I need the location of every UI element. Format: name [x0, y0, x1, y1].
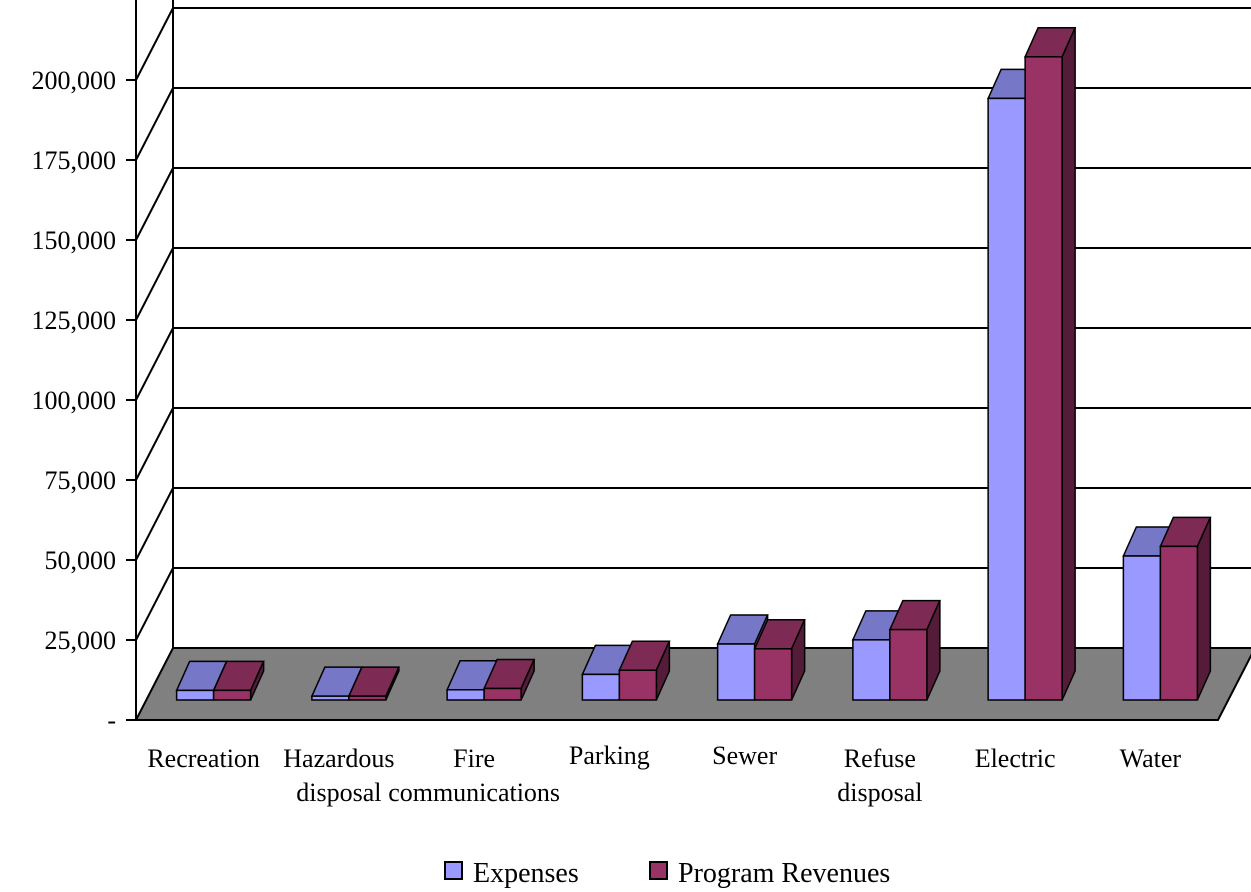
bar-front — [581, 673, 621, 701]
bar-program-revenues — [1159, 516, 1212, 701]
bar-front — [175, 689, 215, 701]
bar-program-revenues — [753, 619, 806, 701]
chart-floor — [134, 647, 1251, 721]
x-category-label: Water — [1120, 744, 1182, 773]
bar-front — [1122, 555, 1162, 701]
x-category-label: disposal — [296, 778, 381, 807]
x-category-label: Recreation — [147, 744, 260, 773]
x-axis-categories: Recreation Hazardous disposal Fire communica… — [147, 741, 1181, 807]
x-category-label: Electric — [975, 744, 1056, 773]
bar-front — [311, 695, 350, 701]
bar-side — [1196, 517, 1212, 701]
chart-walls — [135, 0, 174, 720]
bar-front — [1024, 56, 1063, 701]
y-tick-label: - — [107, 706, 116, 735]
bar-front — [483, 687, 522, 701]
y-axis-ticks: - 25,000 50,000 75,000 100,000 125,000 150,000… — [32, 66, 136, 735]
gridline-side — [135, 407, 174, 481]
floor-plane — [134, 647, 1251, 721]
y-tick-label: 200,000 — [32, 66, 117, 95]
bar-front — [618, 669, 658, 701]
y-tick-label: 50,000 — [45, 546, 117, 575]
gridline-side — [135, 327, 174, 401]
bar-program-revenues — [1023, 27, 1077, 701]
bars — [175, 27, 1212, 701]
bar-program-revenues — [482, 658, 536, 701]
bar-front — [987, 97, 1026, 701]
x-category-label: Refuse — [844, 744, 916, 773]
y-tick-label: 125,000 — [32, 306, 117, 335]
bar-front — [753, 648, 793, 701]
legend-label: Expenses — [473, 858, 579, 889]
y-tick-label: 75,000 — [45, 466, 117, 495]
x-category-label: communications — [388, 778, 560, 807]
gridline-side — [135, 567, 174, 641]
legend-swatch — [649, 861, 668, 880]
bar-front — [716, 643, 756, 701]
bar-front — [348, 695, 387, 701]
bar-front — [212, 689, 252, 701]
legend-label: Program Revenues — [678, 858, 890, 889]
gridlines — [135, 7, 1251, 641]
bar-front — [852, 639, 891, 701]
gridline-side — [135, 487, 174, 561]
y-tick-label: 25,000 — [45, 626, 117, 655]
legend: Expenses Program Revenues — [444, 858, 890, 889]
bar-front — [446, 689, 485, 701]
y-tick-label: 100,000 — [32, 386, 117, 415]
bar-front — [889, 628, 928, 701]
x-category-label: Fire — [453, 744, 495, 773]
bar-front — [1159, 545, 1199, 701]
x-category-label: Sewer — [712, 741, 777, 770]
bar-program-revenues — [212, 660, 265, 701]
bar-program-revenues — [347, 666, 401, 701]
bar-program-revenues — [888, 599, 942, 701]
x-category-label: disposal — [837, 778, 922, 807]
y-tick-label: 175,000 — [32, 146, 117, 175]
gridline-side — [135, 167, 174, 241]
bar-program-revenues — [618, 640, 671, 701]
gridline-side — [135, 7, 174, 81]
x-category-label: Hazardous — [283, 744, 394, 773]
y-tick-label: 150,000 — [32, 226, 117, 255]
bar-side — [1061, 27, 1076, 701]
x-category-label: Parking — [569, 741, 650, 770]
gridline-side — [135, 87, 174, 161]
gridline-side — [135, 247, 174, 321]
legend-swatch — [444, 861, 463, 880]
